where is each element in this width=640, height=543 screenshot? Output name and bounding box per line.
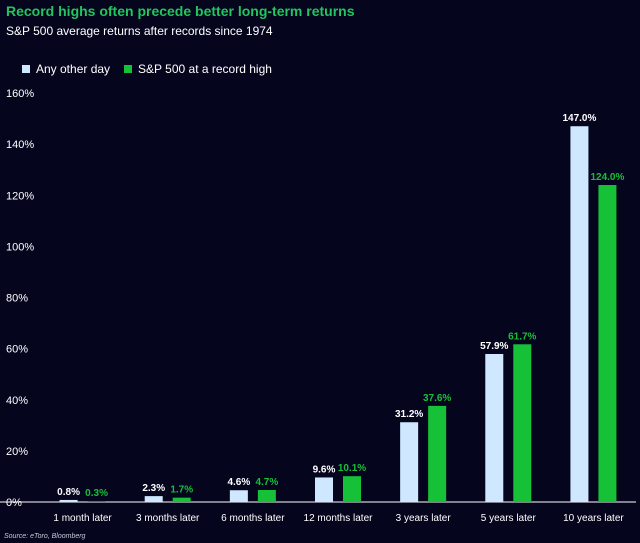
data-label: 4.6% — [227, 477, 250, 488]
data-label: 57.9% — [480, 341, 508, 352]
bar — [400, 422, 419, 502]
data-label: 61.7% — [508, 331, 536, 342]
x-tick-label: 6 months later — [221, 513, 285, 524]
bar — [513, 344, 532, 502]
x-tick-label: 3 years later — [396, 513, 452, 524]
data-label: 1.7% — [170, 485, 193, 496]
bar — [172, 497, 191, 502]
chart-legend: Any other day S&P 500 at a record high — [22, 62, 286, 76]
x-tick-label: 3 months later — [136, 513, 200, 524]
data-label: 10.1% — [338, 463, 366, 474]
y-tick-label: 60% — [6, 344, 28, 356]
x-tick-label: 5 years later — [481, 513, 537, 524]
data-label: 4.7% — [255, 477, 278, 488]
data-label: 37.6% — [423, 393, 451, 404]
bar — [144, 496, 163, 502]
data-label: 9.6% — [313, 464, 336, 475]
data-label: 147.0% — [562, 113, 596, 124]
data-label: 2.3% — [142, 483, 165, 494]
bar — [598, 185, 617, 502]
y-tick-label: 100% — [6, 241, 34, 253]
x-tick-label: 1 month later — [53, 513, 112, 524]
y-tick-label: 20% — [6, 446, 28, 458]
bar — [87, 501, 106, 502]
legend-label-record-high: S&P 500 at a record high — [138, 62, 272, 76]
chart-subtitle: S&P 500 average returns after records si… — [6, 24, 273, 38]
y-tick-label: 140% — [6, 139, 34, 151]
y-tick-label: 0% — [6, 497, 22, 509]
bar — [428, 405, 447, 502]
bar — [343, 476, 361, 502]
legend-swatch-any-day — [22, 65, 30, 73]
legend-item-any-day: Any other day — [22, 62, 110, 76]
y-tick-label: 120% — [6, 190, 34, 202]
legend-item-record-high: S&P 500 at a record high — [124, 62, 272, 76]
bar — [485, 353, 504, 502]
data-label: 0.3% — [85, 488, 108, 499]
legend-label-any-day: Any other day — [36, 62, 111, 76]
y-tick-label: 40% — [6, 395, 28, 407]
bar — [257, 489, 276, 502]
y-tick-label: 80% — [6, 293, 28, 305]
data-label: 31.2% — [395, 409, 423, 420]
y-tick-label: 160% — [6, 88, 34, 100]
source-note: Source: eToro, Bloomberg — [4, 533, 86, 540]
chart-title: Record highs often precede better long-t… — [6, 3, 355, 19]
data-label: 124.0% — [590, 172, 624, 183]
bar — [570, 126, 589, 502]
x-tick-label: 12 months later — [304, 513, 374, 524]
data-label: 0.8% — [57, 487, 80, 498]
bar — [229, 490, 248, 502]
bar — [315, 477, 333, 502]
x-tick-label: 10 years later — [563, 513, 624, 524]
legend-swatch-record-high — [124, 65, 133, 73]
bar — [59, 499, 78, 502]
